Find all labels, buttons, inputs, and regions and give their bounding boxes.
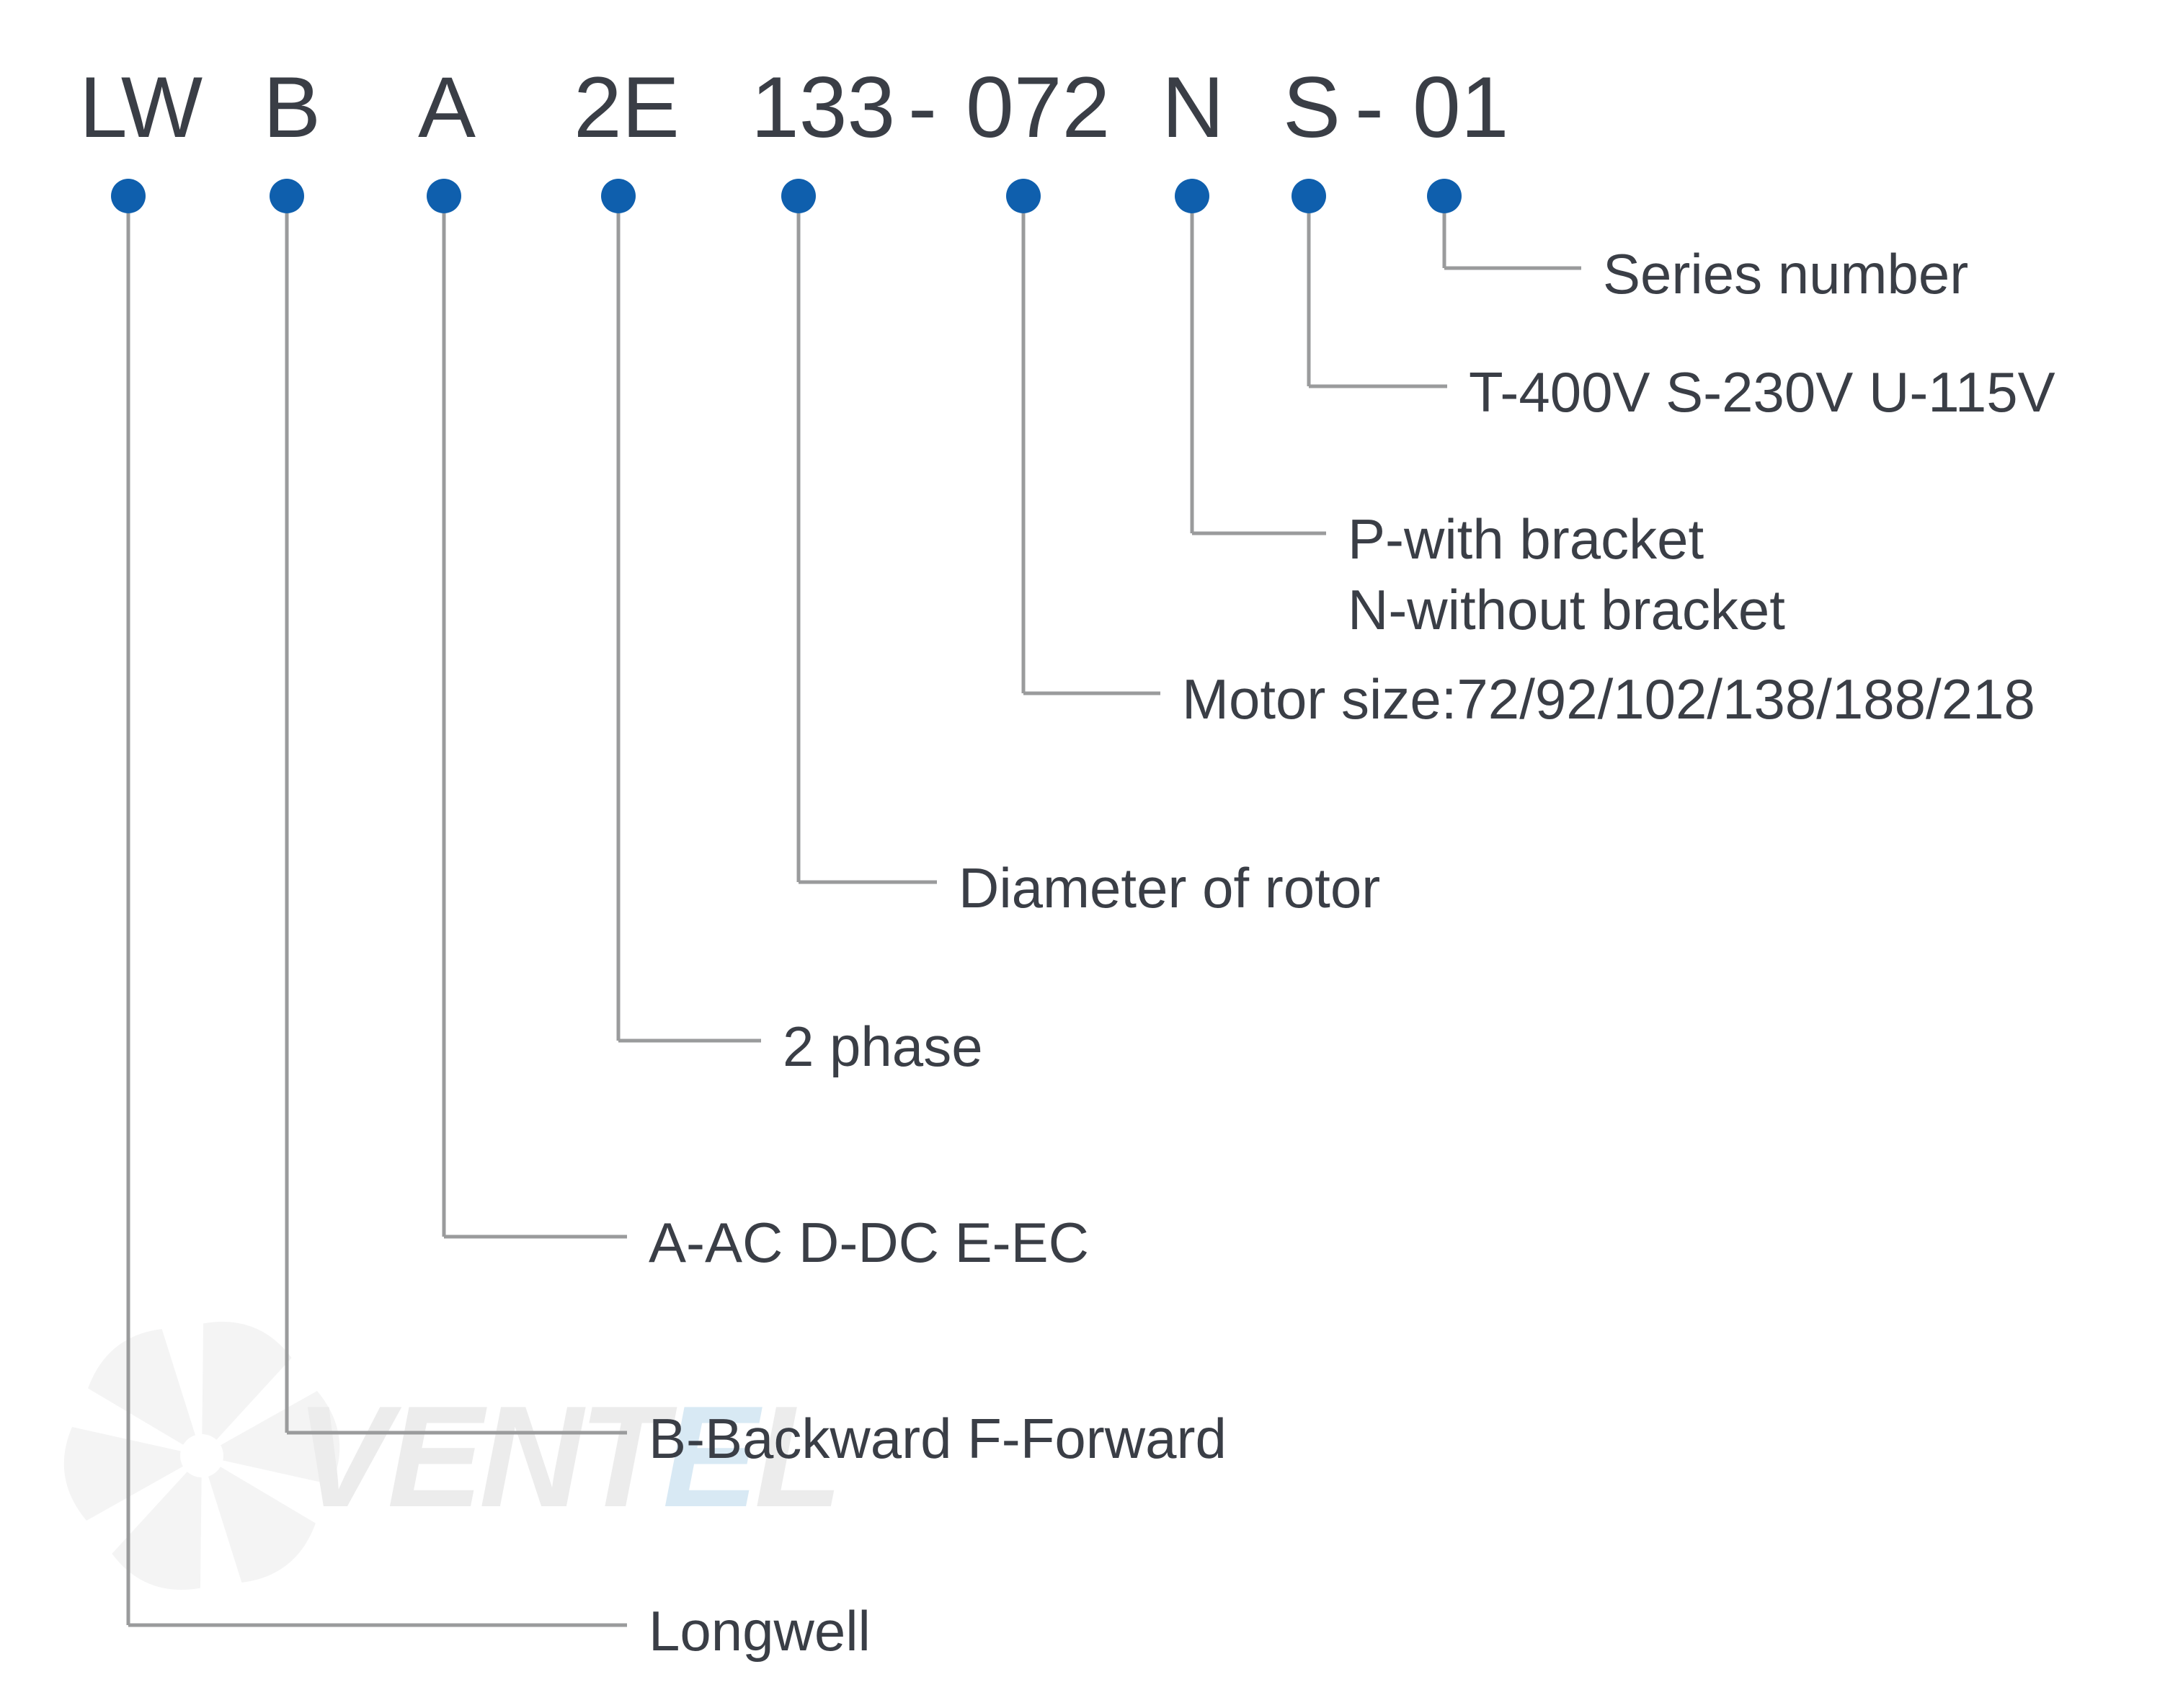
desc-a: A-AC D-DC E-EC	[649, 1208, 1089, 1278]
desc-s: T-400V S-230V U-115V	[1469, 357, 2055, 428]
diagram-canvas: VENTEL LW B A 2E 133 - 072 N S - 01	[0, 0, 2165, 1708]
desc-072: Motor size:72/92/102/138/188/218	[1182, 664, 2035, 735]
desc-133: Diameter of rotor	[959, 853, 1380, 924]
desc-lw: Longwell	[649, 1596, 871, 1667]
desc-2e: 2 phase	[783, 1012, 983, 1082]
desc-b: B-Backward F-Forward	[649, 1404, 1227, 1475]
desc-01: Series number	[1603, 239, 1968, 310]
desc-n: P-with bracket N-without bracket	[1348, 504, 1785, 645]
